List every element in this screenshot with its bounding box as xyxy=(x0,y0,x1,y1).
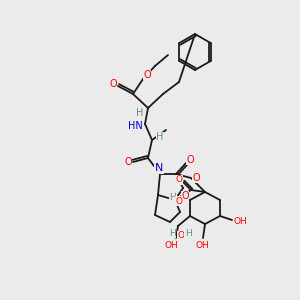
Text: HN: HN xyxy=(128,121,142,131)
Text: H: H xyxy=(169,229,176,238)
Text: O: O xyxy=(186,155,194,165)
Text: N: N xyxy=(155,163,163,173)
Text: O: O xyxy=(109,79,117,89)
Text: OH: OH xyxy=(164,242,178,250)
Text: H: H xyxy=(169,194,176,202)
Text: O: O xyxy=(178,232,184,241)
Text: OH: OH xyxy=(195,241,209,250)
Text: O: O xyxy=(176,196,182,206)
Text: O: O xyxy=(176,176,182,184)
Text: OH: OH xyxy=(233,218,247,226)
Text: H: H xyxy=(184,229,191,238)
Text: H: H xyxy=(136,108,144,118)
Text: O: O xyxy=(124,157,132,167)
Text: O: O xyxy=(143,70,151,80)
Text: H: H xyxy=(156,132,164,142)
Text: O: O xyxy=(181,191,189,201)
Text: O: O xyxy=(192,173,200,183)
